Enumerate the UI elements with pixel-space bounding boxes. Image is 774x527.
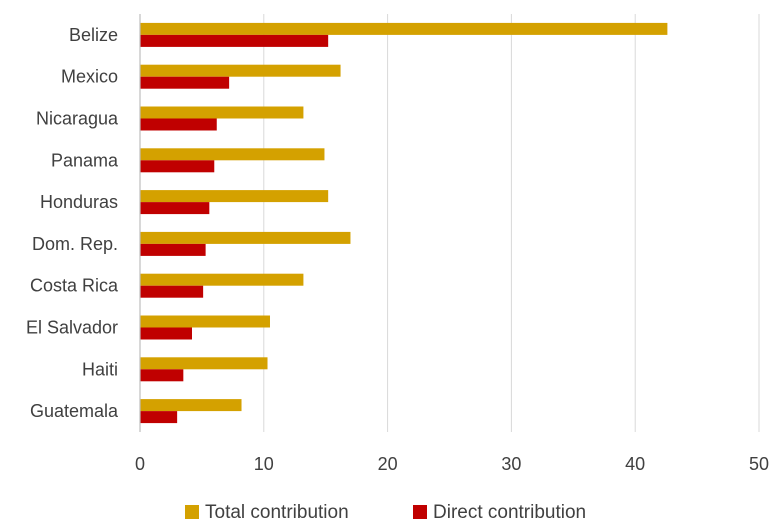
bar-direct-panama bbox=[140, 160, 215, 173]
category-labels: Belize Mexico Nicaragua Panama Honduras Dom. … bbox=[26, 25, 119, 421]
category-label: Haiti bbox=[82, 359, 118, 379]
legend-swatch-total bbox=[185, 505, 199, 519]
bar-direct-dom-rep- bbox=[140, 243, 206, 256]
legend: Total contribution Direct contribution bbox=[185, 502, 586, 523]
category-label: Costa Rica bbox=[30, 276, 119, 296]
bar-direct-nicaragua bbox=[140, 118, 217, 131]
category-label: Belize bbox=[69, 25, 118, 45]
tick-labels: 0 10 20 30 40 50 bbox=[135, 454, 769, 474]
bar-total-el-salvador bbox=[140, 315, 270, 328]
bar-direct-belize bbox=[140, 34, 329, 47]
category-label: Guatemala bbox=[30, 401, 119, 421]
category-label: Dom. Rep. bbox=[32, 234, 118, 254]
bar-direct-haiti bbox=[140, 369, 184, 382]
bar-direct-honduras bbox=[140, 202, 210, 215]
bar-total-nicaragua bbox=[140, 106, 304, 119]
category-label: Mexico bbox=[61, 67, 118, 87]
bar-total-belize bbox=[140, 22, 668, 35]
category-label: Honduras bbox=[40, 192, 118, 212]
bar-total-panama bbox=[140, 148, 325, 161]
legend-swatch-direct bbox=[413, 505, 427, 519]
bar-direct-costa-rica bbox=[140, 285, 204, 298]
x-tick-label: 30 bbox=[501, 454, 521, 474]
bar-total-costa-rica bbox=[140, 273, 304, 286]
x-tick-label: 0 bbox=[135, 454, 145, 474]
x-tick-label: 10 bbox=[254, 454, 274, 474]
bars bbox=[140, 22, 668, 424]
x-tick-label: 50 bbox=[749, 454, 769, 474]
x-tick-label: 40 bbox=[625, 454, 645, 474]
x-tick-label: 20 bbox=[378, 454, 398, 474]
bar-direct-mexico bbox=[140, 76, 230, 89]
bar-total-haiti bbox=[140, 357, 268, 370]
bar-total-mexico bbox=[140, 64, 341, 77]
category-label: Panama bbox=[51, 150, 119, 170]
bar-total-dom-rep- bbox=[140, 231, 351, 244]
bar-total-honduras bbox=[140, 190, 329, 203]
bar-direct-el-salvador bbox=[140, 327, 192, 340]
category-label: El Salvador bbox=[26, 318, 118, 338]
bar-total-guatemala bbox=[140, 399, 242, 412]
legend-label-total: Total contribution bbox=[205, 502, 349, 523]
legend-label-direct: Direct contribution bbox=[433, 502, 586, 523]
category-label: Nicaragua bbox=[36, 109, 119, 129]
bar-direct-guatemala bbox=[140, 411, 178, 424]
